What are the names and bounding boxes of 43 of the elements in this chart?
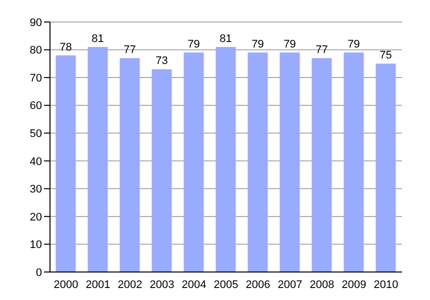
bar — [184, 52, 204, 272]
bar — [216, 47, 236, 272]
bar — [312, 58, 332, 272]
data-label: 77 — [124, 44, 136, 56]
x-tick-label: 2006 — [246, 278, 270, 291]
x-tick-label: 2002 — [118, 278, 142, 291]
x-tick-label: 2003 — [150, 278, 174, 291]
y-tick-label: 60 — [30, 100, 42, 112]
data-label: 79 — [188, 38, 200, 51]
data-label: 77 — [316, 44, 328, 56]
bar — [88, 47, 108, 272]
bar — [56, 55, 76, 272]
x-tick-label: 2005 — [214, 278, 238, 291]
bar — [120, 58, 140, 272]
x-tick-label: 2001 — [86, 278, 110, 291]
data-label: 75 — [380, 50, 392, 62]
x-tick-label: 2000 — [54, 278, 78, 291]
bar — [376, 64, 396, 272]
x-tick-label: 2004 — [182, 278, 206, 291]
x-tick-label: 2009 — [342, 278, 366, 291]
bar — [152, 69, 172, 272]
data-label: 79 — [252, 38, 264, 51]
data-label: 79 — [284, 38, 296, 51]
bar — [344, 52, 364, 272]
y-tick-label: 50 — [30, 128, 42, 140]
y-tick-label: 40 — [30, 156, 42, 168]
y-tick-label: 20 — [30, 211, 42, 224]
y-tick-label: 30 — [30, 184, 42, 196]
x-tick-label: 2007 — [278, 278, 302, 291]
data-label: 81 — [220, 33, 232, 45]
bar — [280, 52, 300, 272]
data-label: 78 — [60, 41, 72, 54]
x-tick-label: 2008 — [310, 278, 334, 291]
bar — [248, 52, 268, 272]
y-tick-label: 70 — [30, 72, 42, 84]
y-tick-label: 90 — [30, 16, 42, 29]
x-tick-label: 2010 — [374, 278, 398, 291]
data-label: 79 — [348, 38, 360, 51]
y-tick-label: 10 — [30, 239, 42, 252]
data-label: 81 — [92, 33, 104, 45]
data-label: 73 — [156, 55, 168, 68]
y-tick-label: 80 — [30, 44, 42, 57]
y-tick-label: 0 — [36, 266, 42, 279]
